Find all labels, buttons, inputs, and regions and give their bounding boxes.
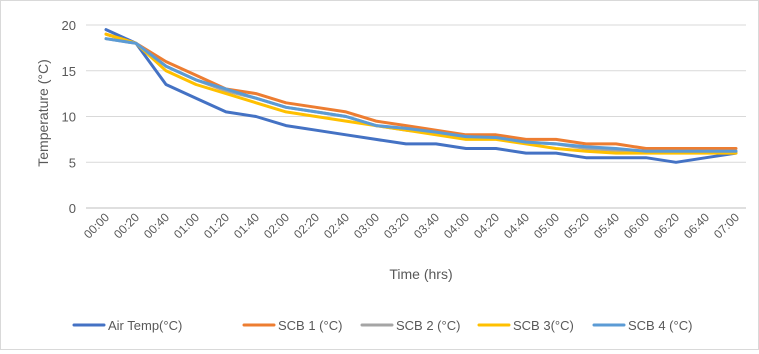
x-tick-label: 06:20	[651, 210, 682, 241]
y-tick-label: 0	[69, 201, 76, 216]
y-tick-label: 20	[62, 18, 76, 33]
x-tick-label: 05:20	[561, 210, 592, 241]
x-tick-label: 06:00	[621, 210, 652, 241]
legend-label: SCB 4 (°C)	[628, 318, 692, 333]
y-tick-label: 10	[62, 110, 76, 125]
x-tick-label: 00:40	[141, 210, 172, 241]
x-tick-label: 05:40	[591, 210, 622, 241]
legend: Air Temp(°C) SCB 1 (°C) SCB 2 (°C) SCB 3(°C…	[72, 318, 692, 333]
x-tick-label: 03:00	[351, 210, 382, 241]
legend-label: SCB 3(°C)	[513, 318, 574, 333]
x-tick-label: 02:40	[321, 210, 352, 241]
series-line	[104, 28, 738, 164]
series-lines	[104, 28, 738, 164]
x-tick-label: 00:20	[111, 210, 142, 241]
legend-label: SCB 2 (°C)	[396, 318, 460, 333]
x-tick-label: 01:00	[171, 210, 202, 241]
x-tick-label: 04:40	[501, 210, 532, 241]
series-line	[104, 32, 738, 155]
x-tick-label: 02:00	[261, 210, 292, 241]
x-tick-label: 03:40	[411, 210, 442, 241]
x-axis-title: Time (hrs)	[389, 266, 452, 282]
legend-label: Air Temp(°C)	[108, 318, 182, 333]
y-tick-label: 15	[62, 64, 76, 79]
x-tick-label: 05:00	[531, 210, 562, 241]
x-tick-label: 07:00	[711, 210, 742, 241]
series-line	[104, 37, 738, 153]
x-tick-label: 01:40	[231, 210, 262, 241]
x-tick-label: 04:20	[471, 210, 502, 241]
y-axis-title: Temperature (°C)	[35, 59, 51, 167]
x-tick-label: 06:40	[681, 210, 712, 241]
series-line	[104, 32, 738, 150]
x-tick-label: 02:20	[291, 210, 322, 241]
gridlines	[86, 24, 746, 209]
x-tick-label: 01:20	[201, 210, 232, 241]
y-axis-ticks: 0 5 10 15 20	[62, 18, 76, 216]
legend-label: SCB 1 (°C)	[278, 318, 342, 333]
series-line	[104, 37, 738, 153]
x-tick-label: 00:00	[81, 210, 112, 241]
x-tick-label: 04:00	[441, 210, 472, 241]
x-axis-ticks: 00:0000:2000:4001:0001:2001:4002:0002:20…	[81, 210, 742, 241]
x-tick-label: 03:20	[381, 210, 412, 241]
y-tick-label: 5	[69, 155, 76, 170]
